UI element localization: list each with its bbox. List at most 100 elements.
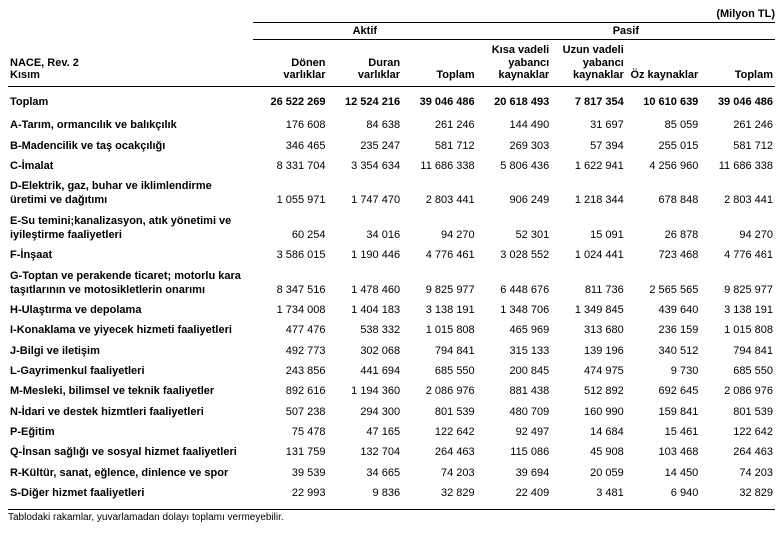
cell-toplam-p: 1 015 808 [700,320,775,340]
cell-kisa: 315 133 [477,341,552,361]
group-header-row: Aktif Pasif [8,23,775,40]
cell-donen: 22 993 [253,483,328,503]
cell-donen: 8 331 704 [253,156,328,176]
cell-duran: 1 404 183 [328,300,403,320]
cell-kisa: 269 303 [477,136,552,156]
cell-oz: 103 468 [626,442,701,462]
row-label: H-Ulaştırma ve depolama [8,300,253,320]
cell-uzun: 1 024 441 [551,245,626,265]
cell-oz: 26 878 [626,211,701,246]
cell-uzun: 15 091 [551,211,626,246]
cell-donen: 3 586 015 [253,245,328,265]
cell-oz: 255 015 [626,136,701,156]
cell-duran: 9 836 [328,483,403,503]
cell-kisa: 5 806 436 [477,156,552,176]
cell-donen: 1 055 971 [253,176,328,211]
col-toplam-a: Toplam [402,40,477,87]
cell-duran: 294 300 [328,402,403,422]
cell-kisa: 115 086 [477,442,552,462]
cell-oz: 340 512 [626,341,701,361]
table-row: J-Bilgi ve iletişim492 773302 068794 841… [8,341,775,361]
cell-toplam-a: 74 203 [402,463,477,483]
cell-kisa: 881 438 [477,381,552,401]
cell-toplam-a: 581 712 [402,136,477,156]
table-row: H-Ulaştırma ve depolama1 734 0081 404 18… [8,300,775,320]
cell-uzun: 20 059 [551,463,626,483]
cell-donen: 75 478 [253,422,328,442]
table-row: D-Elektrik, gaz, buhar ve iklimlendirme … [8,176,775,211]
cell-oz: 2 565 565 [626,266,701,301]
row-label: B-Madencilik ve taş ocakçılığı [8,136,253,156]
cell-uzun: 160 990 [551,402,626,422]
cell-donen: 346 465 [253,136,328,156]
table-row: E-Su temini;kanalizasyon, atık yönetimi … [8,211,775,246]
table-row: S-Diğer hizmet faaliyetleri22 9939 83632… [8,483,775,503]
row-label: N-İdari ve destek hizmtleri faaliyetleri [8,402,253,422]
cell-donen: 131 759 [253,442,328,462]
cell-toplam-a: 11 686 338 [402,156,477,176]
total-label: Toplam [8,86,253,115]
cell-duran: 1 194 360 [328,381,403,401]
cell-duran: 302 068 [328,341,403,361]
cell-toplam-a: 1 015 808 [402,320,477,340]
cell-toplam-a: 3 138 191 [402,300,477,320]
cell-oz: 15 461 [626,422,701,442]
cell-donen: 8 347 516 [253,266,328,301]
cell-toplam-p: 11 686 338 [700,156,775,176]
cell-toplam-p: 94 270 [700,211,775,246]
row-label: E-Su temini;kanalizasyon, atık yönetimi … [8,211,253,246]
cell-duran: 34 016 [328,211,403,246]
cell-toplam-a: 801 539 [402,402,477,422]
row-label: M-Mesleki, bilimsel ve teknik faaliyetle… [8,381,253,401]
cell-kisa: 6 448 676 [477,266,552,301]
table-row: G-Toptan ve perakende ticaret; motorlu k… [8,266,775,301]
cell-uzun: 474 975 [551,361,626,381]
cell-uzun: 31 697 [551,115,626,135]
cell-toplam-a: 122 642 [402,422,477,442]
row-label: G-Toptan ve perakende ticaret; motorlu k… [8,266,253,301]
cell-duran: 84 638 [328,115,403,135]
cell-duran: 3 354 634 [328,156,403,176]
cell-toplam-p: 74 203 [700,463,775,483]
cell-toplam-p: 9 825 977 [700,266,775,301]
cell-duran: 1 747 470 [328,176,403,211]
table-row: R-Kültür, sanat, eğlence, dinlence ve sp… [8,463,775,483]
cell-kisa: 465 969 [477,320,552,340]
cell-kisa: 480 709 [477,402,552,422]
cell-duran: 1 190 446 [328,245,403,265]
cell-uzun: 1 349 845 [551,300,626,320]
col-toplam-p: Toplam [700,40,775,87]
cell-duran: 441 694 [328,361,403,381]
row-label: D-Elektrik, gaz, buhar ve iklimlendirme … [8,176,253,211]
group-header-pasif: Pasif [477,23,775,40]
cell-toplam-p: 122 642 [700,422,775,442]
cell-donen: 1 734 008 [253,300,328,320]
col-donen: Dönen varlıklar [253,40,328,87]
cell-toplam-p: 4 776 461 [700,245,775,265]
cell-donen: 60 254 [253,211,328,246]
table-row: B-Madencilik ve taş ocakçılığı346 465235… [8,136,775,156]
col-kisa: Kısa vadeli yabancı kaynaklar [477,40,552,87]
cell-toplam-p: 794 841 [700,341,775,361]
cell-uzun: 45 908 [551,442,626,462]
cell-donen: 243 856 [253,361,328,381]
cell-duran: 132 704 [328,442,403,462]
cell-toplam-p: 264 463 [700,442,775,462]
cell-toplam-a: 4 776 461 [402,245,477,265]
cell-kisa: 3 028 552 [477,245,552,265]
total-oz: 10 610 639 [626,86,701,115]
table-row: F-İnşaat3 586 0151 190 4464 776 4613 028… [8,245,775,265]
table-row: M-Mesleki, bilimsel ve teknik faaliyetle… [8,381,775,401]
cell-oz: 678 848 [626,176,701,211]
cell-oz: 692 645 [626,381,701,401]
cell-duran: 235 247 [328,136,403,156]
cell-kisa: 22 409 [477,483,552,503]
cell-toplam-p: 685 550 [700,361,775,381]
cell-donen: 477 476 [253,320,328,340]
row-label: I-Konaklama ve yiyecek hizmeti faaliyetl… [8,320,253,340]
cell-duran: 538 332 [328,320,403,340]
total-duran: 12 524 216 [328,86,403,115]
cell-oz: 85 059 [626,115,701,135]
cell-toplam-p: 3 138 191 [700,300,775,320]
cell-toplam-a: 94 270 [402,211,477,246]
